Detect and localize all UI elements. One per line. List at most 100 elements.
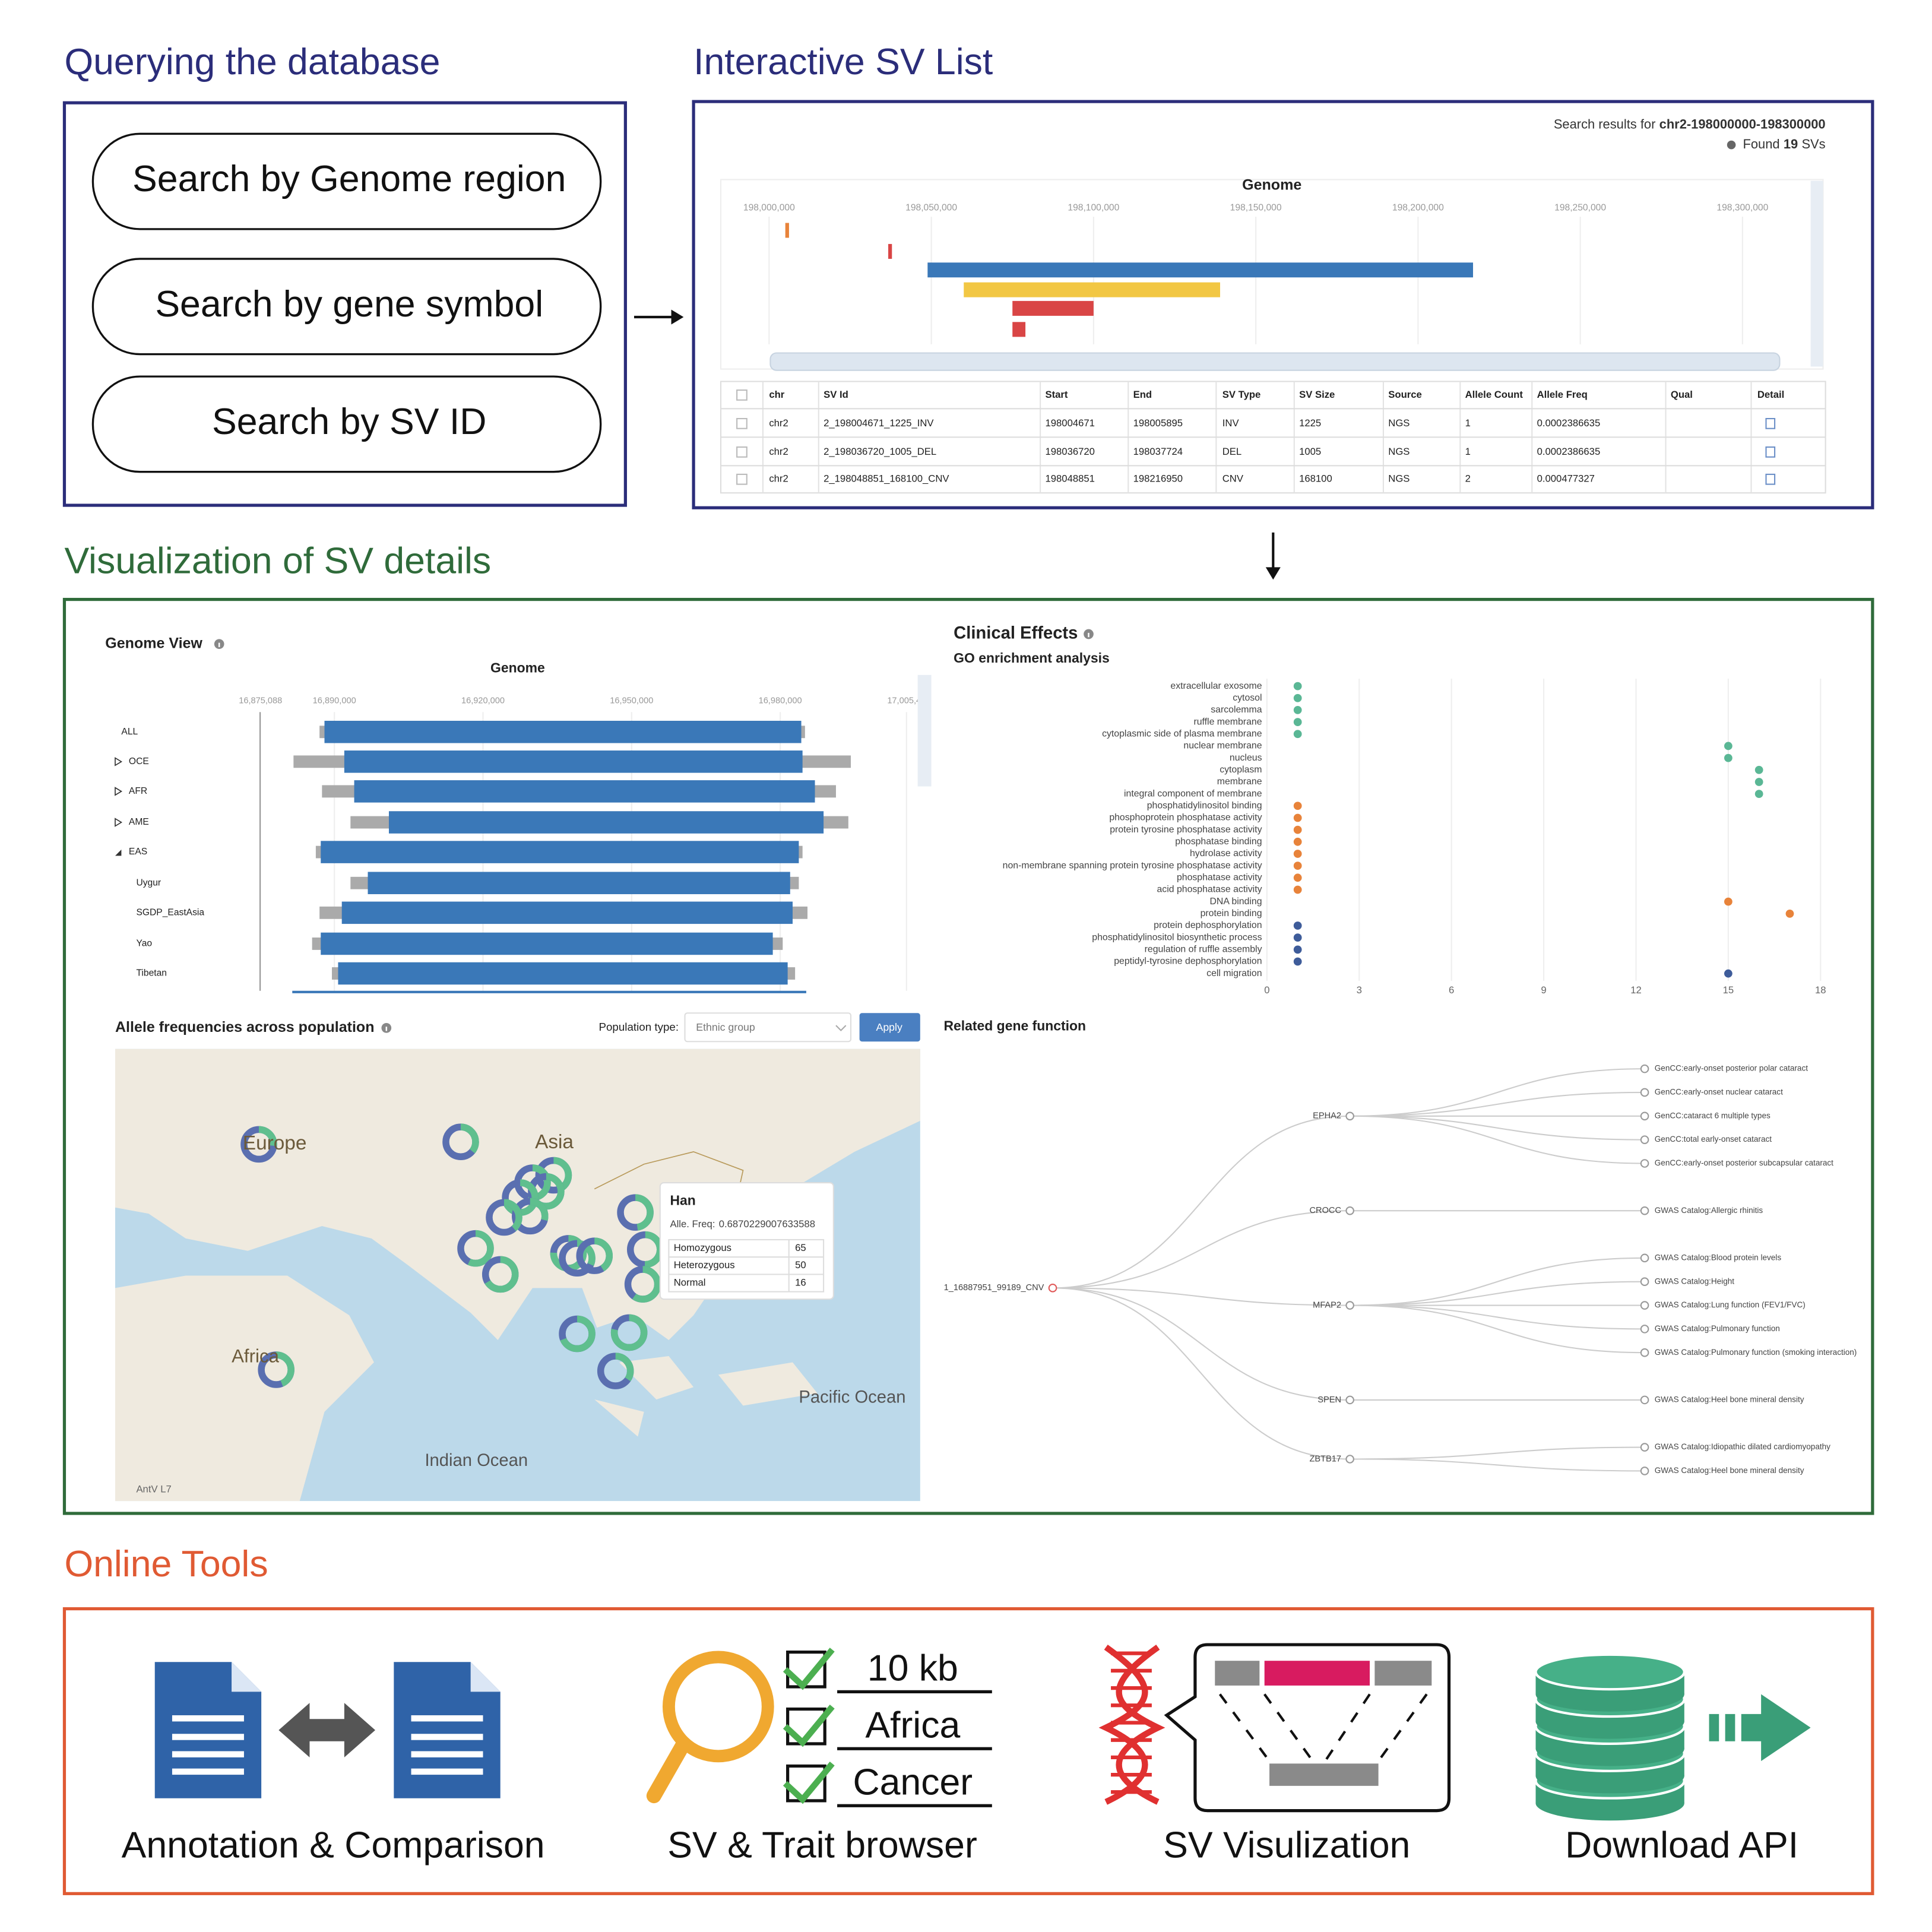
go-dot (1724, 753, 1733, 762)
genotype-count: 50 (795, 1259, 806, 1271)
info-icon (1727, 140, 1736, 150)
expander[interactable] (115, 818, 123, 827)
found-count: 19 (1784, 137, 1798, 151)
expander[interactable] (115, 849, 122, 856)
term-label: cytosol (1233, 693, 1262, 703)
go-dot (1293, 885, 1302, 894)
population-label: AFR (129, 786, 147, 796)
panel-subtitle: GO enrichment analysis (954, 650, 1110, 666)
detail-icon[interactable] (1765, 473, 1776, 485)
tree-node (1640, 1111, 1649, 1121)
sv-bar (338, 962, 788, 985)
go-dot (1293, 957, 1302, 966)
criterion-label: Cancer (853, 1761, 973, 1803)
segment-highlight (1264, 1661, 1370, 1686)
filter-label: Population type: (598, 1021, 679, 1033)
population-donut-share (442, 1123, 479, 1160)
row-checkbox[interactable] (736, 389, 748, 401)
document-line (411, 1734, 483, 1740)
go-dot (1293, 837, 1302, 846)
table-header: Detail (1757, 389, 1784, 400)
x-tick-label: 16,980,000 (759, 696, 802, 705)
apply-button[interactable] (859, 1013, 920, 1042)
x-tick-label: 16,890,000 (313, 696, 356, 705)
found-summary: Found 19 SVs (1743, 137, 1826, 151)
term-label: cytoplasmic side of plasma membrane (1102, 729, 1262, 739)
term-label: nuclear membrane (1183, 741, 1262, 751)
select-value: Ethnic group (696, 1021, 755, 1033)
tree-node (1640, 1395, 1649, 1405)
dashed-guide (1218, 1693, 1271, 1762)
check-mark (783, 1648, 835, 1690)
table-cell: 1005 (1299, 446, 1321, 457)
table-cell: 198048851 (1045, 473, 1094, 484)
table-cell: CNV (1222, 473, 1244, 484)
tree-link (1350, 1281, 1645, 1306)
trait-label: GWAS Catalog:Heel bone mineral density (1655, 1466, 1804, 1475)
document-line (172, 1715, 244, 1722)
population-label: OCE (129, 756, 149, 767)
x-tick-label: 9 (1541, 984, 1546, 996)
population-label: ALL (121, 727, 138, 737)
sv-bar (388, 811, 824, 834)
go-dot (1293, 802, 1302, 810)
panel-title: Clinical Effects (954, 624, 1078, 643)
detail-icon[interactable] (1765, 417, 1776, 429)
tree-node[interactable] (1345, 1455, 1354, 1464)
tree-link (1053, 1287, 1350, 1401)
tree-link (1350, 1091, 1645, 1117)
search-button[interactable] (91, 132, 602, 230)
sv-bar (368, 872, 790, 895)
tree-node[interactable] (1345, 1206, 1354, 1215)
tree-node (1640, 1088, 1649, 1097)
tool-label: Annotation & Comparison (122, 1825, 545, 1866)
x-tick-label: 0 (1264, 984, 1269, 996)
go-dot (1293, 933, 1302, 942)
expander[interactable] (115, 757, 123, 767)
go-dot (1293, 718, 1302, 726)
go-dot (1293, 873, 1302, 882)
row-checkbox[interactable] (736, 417, 748, 429)
trait-label: GWAS Catalog:Height (1655, 1277, 1735, 1285)
select-box[interactable] (684, 1012, 852, 1043)
freq-label: Alle. Freq: (670, 1218, 715, 1230)
population-donut-share (258, 1351, 294, 1388)
criterion-label: 10 kb (867, 1647, 958, 1689)
row-checkbox[interactable] (736, 446, 748, 458)
map-label: AntV L7 (136, 1484, 171, 1495)
tree-node (1640, 1277, 1649, 1286)
search-button[interactable] (91, 258, 602, 356)
search-button[interactable] (91, 375, 602, 473)
tree-node[interactable] (1345, 1395, 1354, 1405)
x-tick-label: 198,300,000 (1716, 203, 1768, 213)
x-tick-label: 18 (1815, 984, 1826, 996)
x-tick-label: 16,920,000 (461, 696, 505, 705)
population-donut-share (559, 1315, 596, 1353)
document-line (411, 1751, 483, 1757)
term-label: membrane (1217, 777, 1262, 787)
population-label: AME (129, 817, 149, 827)
tree-node[interactable] (1345, 1111, 1354, 1121)
go-dot (1293, 730, 1302, 739)
panel-title: Allele frequencies across population (115, 1019, 375, 1035)
section-title: Visualization of SV details (64, 540, 491, 582)
dashed-guide (1377, 1693, 1428, 1762)
tree-root[interactable] (1048, 1284, 1057, 1293)
x-tick-label: 17,005,49 (887, 696, 926, 705)
detail-icon[interactable] (1765, 446, 1776, 458)
sv-bar (354, 780, 815, 803)
document-fold (470, 1662, 501, 1692)
tree-node[interactable] (1345, 1301, 1354, 1310)
row-checkbox[interactable] (736, 473, 748, 485)
table-cell: 198005895 (1133, 417, 1183, 429)
x-tick-label: 198,150,000 (1230, 203, 1282, 213)
table-cell: 168100 (1299, 473, 1332, 484)
scrollbar (1810, 180, 1823, 367)
dna-strand (1098, 1645, 1148, 1805)
expander[interactable] (115, 787, 123, 796)
arrow-head (1741, 1694, 1811, 1762)
tree-link (1350, 1068, 1645, 1117)
tree-node (1640, 1348, 1649, 1357)
table-cell: 198004671 (1045, 417, 1094, 429)
